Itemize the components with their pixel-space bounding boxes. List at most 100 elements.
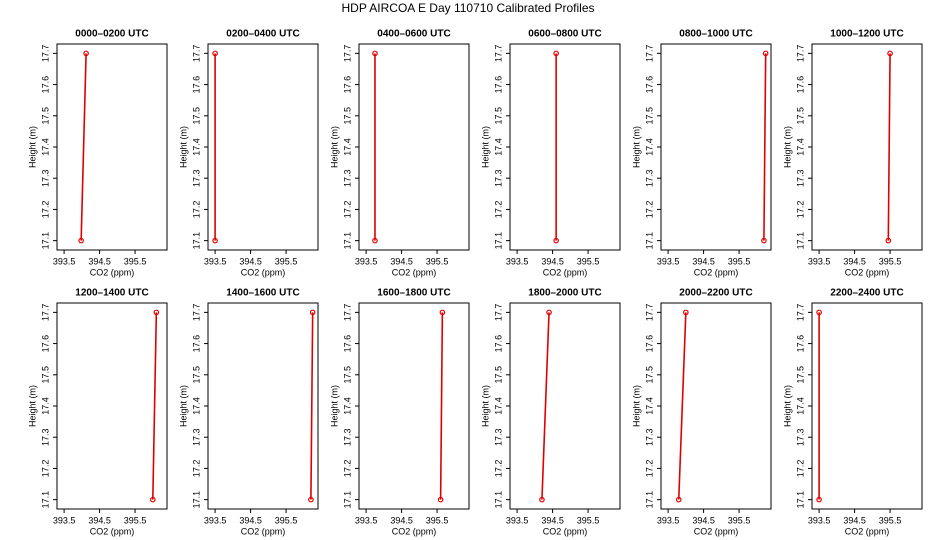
y-tick-label: 17.5 [644,107,654,125]
x-tick-label: 394.5 [692,515,715,525]
profile-point [816,309,822,316]
y-axis-label: Height (m) [178,126,188,168]
x-tick-label: 394.5 [390,256,413,266]
y-tick-label: 17.2 [493,460,503,478]
y-tick-label: 17.1 [493,491,503,509]
x-axis-label: CO2 (ppm) [392,267,437,277]
y-tick-label: 17.7 [493,304,503,322]
x-tick-label: 395.5 [577,256,600,266]
panel-title: 0000–0200 UTC [75,29,148,40]
x-tick-label: 394.5 [843,515,866,525]
x-axis-label: CO2 (ppm) [90,526,135,536]
panel: 1000–1200 UTC 393.5 394.5 395.5 17.1 17.2 17.3… [782,29,923,277]
x-tick-label: 393.5 [657,515,680,525]
x-tick-label: 395.5 [577,515,600,525]
x-axis-label: CO2 (ppm) [392,526,437,536]
y-tick-label: 17.5 [342,107,352,125]
profile-point [553,50,559,57]
x-tick-label: 394.5 [541,515,564,525]
y-tick-label: 17.1 [191,491,201,509]
y-tick-label: 17.1 [40,232,50,250]
profile-line [763,53,767,241]
profile-point [675,496,682,503]
x-tick-label: 394.5 [843,256,866,266]
x-tick-label: 395.5 [879,256,902,266]
profile-point [309,309,316,316]
y-tick-label: 17.2 [191,201,201,219]
profile-point [437,496,444,503]
x-tick-label: 394.5 [541,256,564,266]
y-tick-label: 17.2 [342,201,352,219]
panel-title: 1600–1800 UTC [377,288,450,299]
y-tick-label: 17.7 [342,304,352,322]
y-tick-label: 17.6 [342,76,352,94]
x-tick-label: 394.5 [239,256,262,266]
y-tick-label: 17.4 [795,397,805,415]
y-tick-label: 17.3 [795,428,805,446]
x-axis-label: CO2 (ppm) [241,526,286,536]
panel-title: 0400–0600 UTC [377,29,450,40]
y-tick-label: 17.5 [40,107,50,125]
y-tick-label: 17.2 [795,201,805,219]
panel-title: 1400–1600 UTC [226,288,299,299]
y-tick-label: 17.4 [644,138,654,156]
y-tick-label: 17.3 [493,428,503,446]
panel-title: 0200–0400 UTC [226,29,299,40]
y-tick-label: 17.3 [40,428,50,446]
y-tick-label: 17.3 [191,428,201,446]
profile-point [372,237,378,244]
profile-point [308,496,314,503]
x-tick-label: 394.5 [88,256,111,266]
x-tick-label: 395.5 [124,515,147,525]
y-tick-label: 17.7 [191,304,201,322]
profile-point [439,309,446,316]
profile-line [887,53,891,241]
x-axis-label: CO2 (ppm) [694,526,739,536]
panel-title: 2200–2400 UTC [830,288,903,299]
x-tick-label: 395.5 [426,256,449,266]
y-tick-label: 17.1 [40,491,50,509]
x-tick-label: 394.5 [88,515,111,525]
x-tick-label: 395.5 [426,515,449,525]
panel: 2200–2400 UTC 393.5 394.5 395.5 17.1 17.2 17.3… [782,288,923,536]
y-tick-label: 17.6 [40,335,50,353]
profile-point [150,496,156,503]
y-tick-label: 17.5 [795,107,805,125]
y-axis-label: Height (m) [782,385,792,427]
profile-line [677,312,687,500]
y-tick-label: 17.4 [191,138,201,156]
x-tick-label: 393.5 [53,515,76,525]
x-tick-label: 393.5 [53,256,76,266]
x-tick-label: 393.5 [808,515,831,525]
profile-point [539,496,545,503]
y-tick-label: 17.6 [795,76,805,94]
y-tick-label: 17.4 [40,138,50,156]
y-axis-label: Height (m) [631,126,641,168]
y-axis-label: Height (m) [480,126,490,168]
x-axis-label: CO2 (ppm) [845,267,890,277]
x-tick-label: 393.5 [204,256,227,266]
profile-point [372,50,378,57]
x-tick-label: 395.5 [879,515,902,525]
y-axis-label: Height (m) [329,126,339,168]
profile-line [152,312,158,500]
y-tick-label: 17.7 [191,45,201,63]
y-tick-label: 17.3 [644,428,654,446]
y-tick-label: 17.2 [644,201,654,219]
y-axis-label: Height (m) [178,385,188,427]
panel: 1600–1800 UTC 393.5 394.5 395.5 17.1 17.2 17.3… [329,288,470,536]
y-tick-label: 17.6 [191,335,201,353]
y-tick-label: 17.7 [40,45,50,63]
y-tick-label: 17.1 [493,232,503,250]
y-tick-label: 17.6 [493,76,503,94]
panel-title: 1000–1200 UTC [830,29,903,40]
y-tick-label: 17.6 [493,335,503,353]
y-tick-label: 17.1 [795,491,805,509]
panel-title: 0800–1000 UTC [679,29,752,40]
x-tick-label: 393.5 [506,515,529,525]
y-tick-label: 17.4 [342,397,352,415]
y-tick-label: 17.5 [40,366,50,384]
y-tick-label: 17.1 [644,232,654,250]
y-tick-label: 17.6 [40,76,50,94]
